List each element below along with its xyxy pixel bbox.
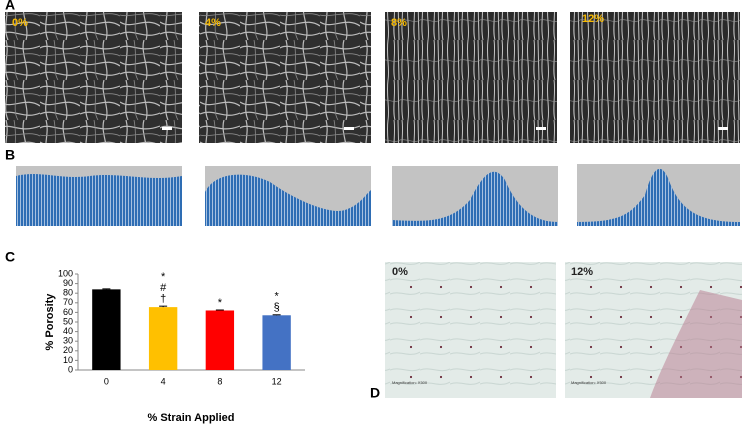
x-axis-label: % Strain Applied xyxy=(148,412,235,424)
y-axis-label: % Porosity xyxy=(44,293,56,351)
scale-bars xyxy=(162,127,728,130)
y-tick-label: 30 xyxy=(63,336,73,346)
image-label: 4% xyxy=(205,17,221,29)
sem-image xyxy=(385,12,557,143)
x-tick-label: 0 xyxy=(104,376,109,386)
y-tick-label: 50 xyxy=(63,316,73,326)
significance-mark: † xyxy=(160,293,166,305)
image-label: 12% xyxy=(582,13,604,25)
image-label: 0% xyxy=(12,17,28,29)
y-tick-label: 100 xyxy=(58,268,73,278)
y-tick-label: 70 xyxy=(63,297,73,307)
panel-letter: D xyxy=(370,385,380,401)
bar xyxy=(148,307,178,370)
panel-letter: A xyxy=(5,0,15,13)
caption: Magnification: X500 xyxy=(571,380,607,385)
image-label: 12% xyxy=(571,266,593,278)
x-tick-label: 8 xyxy=(217,376,222,386)
y-tick-label: 60 xyxy=(63,307,73,317)
significance-mark: * xyxy=(161,271,166,283)
image-label: 0% xyxy=(392,266,408,278)
bar xyxy=(92,289,121,370)
y-tick-label: 40 xyxy=(63,326,73,336)
x-tick-label: 4 xyxy=(161,376,166,386)
sem-image xyxy=(199,12,371,143)
y-tick-label: 20 xyxy=(63,345,73,355)
orientation-histograms xyxy=(16,164,740,226)
panel-letter: B xyxy=(5,147,15,163)
bar xyxy=(262,315,291,370)
y-tick-label: 10 xyxy=(63,355,73,365)
y-tick-label: 0 xyxy=(68,364,73,374)
y-tick-label: 80 xyxy=(63,288,73,298)
sem-image xyxy=(570,12,740,143)
image-label: 8% xyxy=(391,17,407,29)
y-tick-label: 90 xyxy=(63,278,73,288)
significance-mark: # xyxy=(160,282,167,294)
caption: Magnification: X500 xyxy=(392,380,428,385)
significance-mark: § xyxy=(274,302,280,314)
histology-image xyxy=(385,262,556,398)
x-tick-label: 12 xyxy=(272,376,282,386)
panel-letter: C xyxy=(5,249,15,265)
bar xyxy=(205,310,235,370)
significance-mark: * xyxy=(218,297,223,309)
significance-mark: * xyxy=(274,291,279,303)
stained-region xyxy=(650,290,742,398)
sem-image xyxy=(5,12,182,143)
